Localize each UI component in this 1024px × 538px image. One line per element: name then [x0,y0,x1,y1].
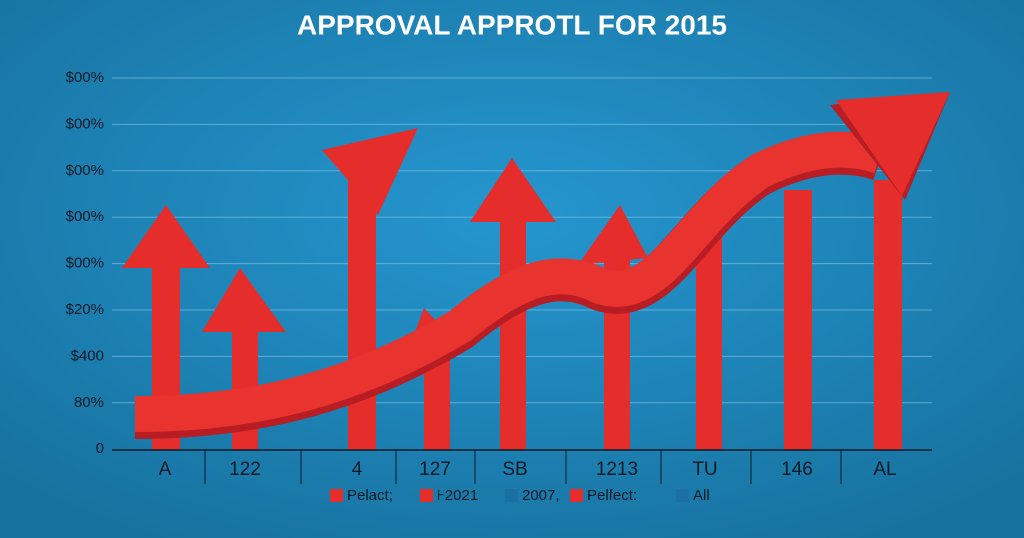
arrows [122,92,950,450]
chart-title: APPROVAL APPROTL FOR 2015 [297,9,727,40]
x-tick-label: SB [502,459,527,480]
bar [696,228,722,450]
x-tick-label: 122 [229,459,261,480]
y-tick-label: 80% [74,394,104,411]
arrow-head [122,205,210,268]
y-tick-label: $00% [66,115,104,132]
legend-label: 2007, [522,487,560,504]
y-tick-label: $400 [71,347,104,364]
legend: Pelact; ⊦2021 2007, Pelfect: All [330,487,710,504]
arrow-head [202,268,286,332]
legend-swatch [676,489,689,502]
bar [784,190,812,450]
legend-label: All [693,487,710,504]
trend-head [836,92,950,196]
legend-swatch [420,489,433,502]
y-tick-label: $00% [66,162,104,179]
bar [874,180,902,450]
y-tick-label: $00% [66,69,104,86]
legend-swatch [330,489,343,502]
x-axis-labels: A 122 4 127 SB 1213 TU 146 AL [159,450,897,484]
x-tick-label: A [159,459,172,480]
x-tick-label: TU [692,459,717,480]
legend-label: Pelact; [347,487,393,504]
y-tick-label: $00% [66,208,104,225]
x-tick-label: 127 [419,459,451,480]
arrow-head [578,205,648,265]
legend-swatch [570,489,583,502]
legend-swatch [505,489,518,502]
arrow-head [322,128,418,215]
legend-label: Pelfect: [587,487,637,504]
arrow-head [470,158,556,222]
x-tick-label: 4 [352,459,363,480]
y-tick-label: $00% [66,255,104,272]
trend-arrow [134,131,886,432]
y-tick-label: 0 [96,440,104,457]
x-tick-label: 146 [781,459,813,480]
y-axis-labels: $00% $00% $00% $00% $00% $20% $400 80% 0 [66,69,104,457]
x-tick-label: 1213 [596,459,638,480]
x-tick-label: AL [873,459,896,480]
legend-label: ⊦2021 [437,487,478,504]
y-tick-label: $20% [66,301,104,318]
bar [500,218,526,450]
